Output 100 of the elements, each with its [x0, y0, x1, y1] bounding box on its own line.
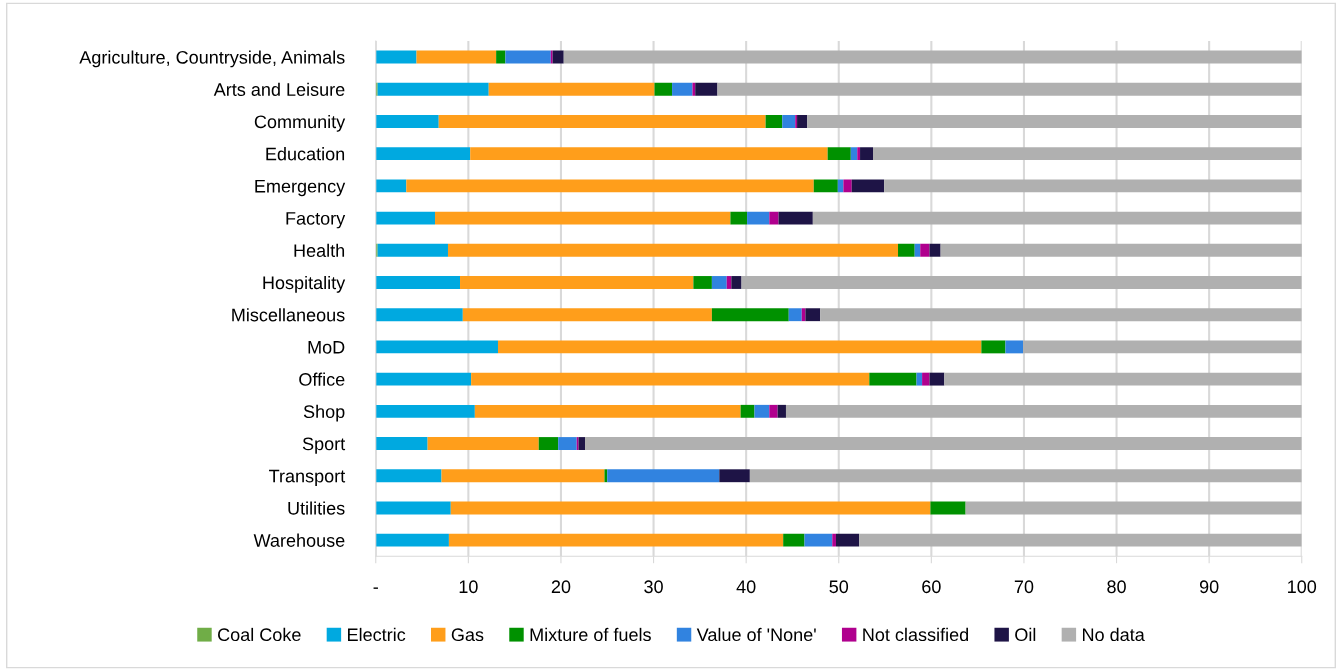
x-tick-label: 60 [922, 580, 941, 594]
x-tick-label: 20 [551, 580, 571, 594]
bar [981, 340, 1006, 354]
bar [488, 82, 655, 96]
legend-label: Mixture of fuels [530, 627, 651, 642]
bar [711, 308, 789, 322]
y-tick-label: Health [294, 243, 345, 257]
bar [930, 501, 966, 515]
legend-label: Electric [348, 627, 406, 642]
y-tick-label: Hospitality [263, 275, 346, 293]
y-tick-label: Miscellaneous [232, 308, 345, 322]
bar [375, 469, 442, 483]
bar [765, 115, 783, 128]
bar [604, 469, 608, 483]
x-tick-label: 40 [736, 580, 756, 594]
bar [797, 115, 808, 128]
bar [835, 533, 860, 547]
bar [929, 243, 941, 257]
x-tick-label: 80 [1107, 580, 1126, 594]
bar [375, 404, 475, 418]
legend-label: Coal Coke [218, 627, 301, 642]
y-tick-label: Education [266, 147, 345, 161]
bar [916, 372, 923, 386]
bar [375, 50, 417, 64]
bar [813, 179, 838, 193]
bar [375, 533, 449, 547]
bar [859, 533, 1302, 547]
bar [375, 211, 436, 225]
bar [496, 50, 506, 64]
bar [377, 243, 448, 257]
bar [585, 437, 1302, 450]
x-tick-label: - [373, 587, 378, 589]
legend-label: Not classified [863, 627, 969, 642]
legend-label: No data [1083, 627, 1145, 642]
bar [730, 211, 748, 225]
bar [558, 437, 577, 450]
bar [375, 437, 428, 450]
bar [740, 404, 755, 418]
bar [898, 243, 915, 257]
bar [377, 82, 489, 96]
bar [783, 533, 805, 547]
bar [450, 501, 931, 515]
bar [563, 50, 1302, 64]
bar [406, 179, 814, 193]
bar [607, 469, 720, 483]
bar [777, 404, 786, 418]
bar [497, 340, 982, 354]
bar [717, 82, 1302, 96]
y-tick-label: MoD [308, 341, 345, 354]
bar [807, 115, 1302, 128]
x-tick-label: 10 [459, 580, 478, 594]
bar [857, 147, 861, 161]
bar [785, 404, 1302, 418]
bar [805, 308, 821, 322]
bar [375, 276, 461, 289]
legend-label: Gas [451, 628, 484, 642]
bar [869, 372, 917, 386]
bar [929, 372, 945, 386]
bar [654, 82, 673, 96]
bar [375, 308, 463, 322]
bar [860, 147, 874, 161]
x-tick-label: 100 [1288, 580, 1317, 594]
bar [769, 404, 778, 418]
bar [837, 179, 844, 193]
bar [782, 115, 796, 128]
bar [832, 533, 836, 547]
bar [769, 211, 779, 225]
bar [747, 211, 770, 225]
bar [1023, 340, 1302, 354]
bar [944, 372, 1302, 386]
bar [965, 501, 1302, 515]
bar [470, 147, 828, 161]
x-tick-label: 70 [1014, 580, 1034, 594]
bar [375, 115, 439, 128]
x-tick-label: 50 [829, 580, 849, 594]
bar [940, 243, 1302, 257]
bar [695, 82, 718, 96]
y-tick-label: Factory [286, 212, 346, 229]
bar [448, 533, 784, 547]
bar [754, 404, 770, 418]
bar [375, 179, 407, 193]
bar [1005, 340, 1024, 354]
bar [462, 308, 712, 322]
bar [778, 211, 813, 225]
y-tick-label: Warehouse [253, 533, 345, 547]
bar [538, 437, 559, 450]
legend-label: Oil [1015, 627, 1036, 642]
bar [460, 276, 694, 289]
x-tick-label: 30 [644, 580, 663, 594]
bar [922, 372, 930, 386]
bar [812, 211, 1302, 225]
bar [719, 469, 750, 483]
bar [731, 276, 742, 289]
bar [375, 372, 472, 386]
bar [884, 179, 1302, 193]
bar [693, 276, 712, 289]
bar [438, 115, 766, 128]
bar [435, 211, 731, 225]
bar [827, 147, 851, 161]
y-tick-label: Agriculture, Countryside, Animals [79, 50, 345, 68]
